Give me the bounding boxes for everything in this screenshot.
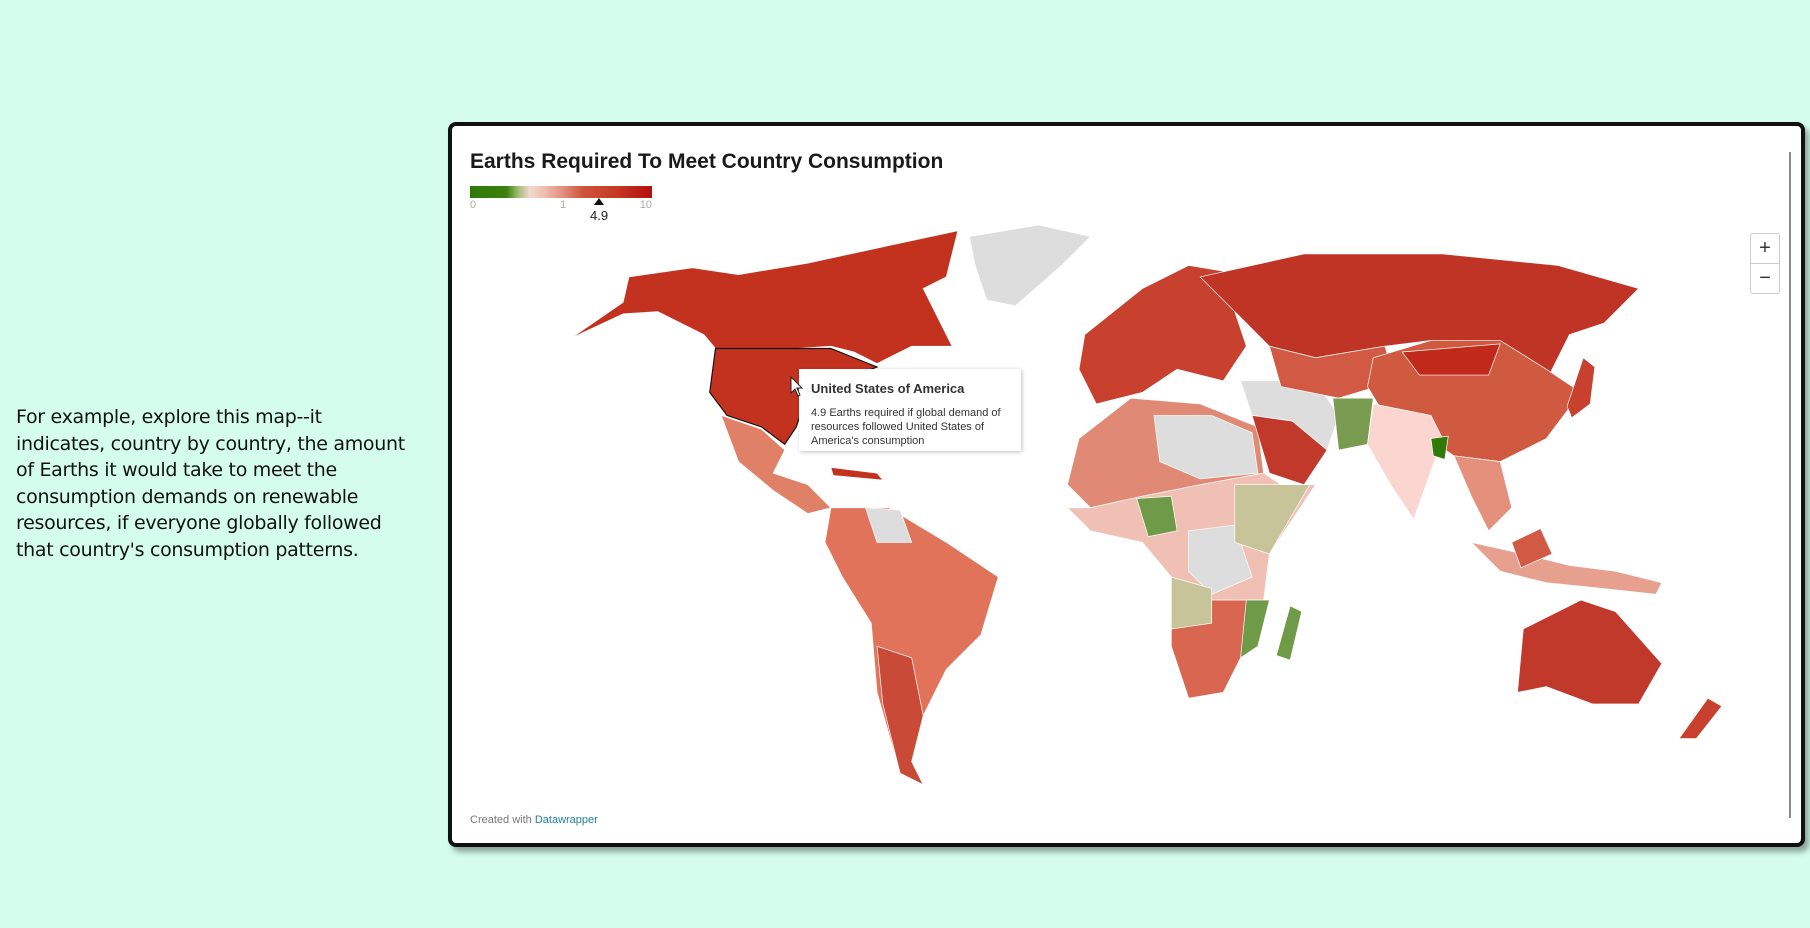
tooltip-body: 4.9 Earths required if global demand of … (811, 407, 1001, 447)
region-caribbean[interactable] (830, 466, 884, 481)
world-map[interactable] (452, 126, 1801, 843)
region-mozambique[interactable] (1240, 599, 1270, 659)
region-greenland[interactable] (968, 224, 1092, 307)
region-canada[interactable] (571, 230, 959, 364)
region-india[interactable] (1367, 403, 1443, 521)
chart-title: Earths Required To Meet Country Consumpt… (470, 150, 944, 173)
legend-highlight-value: 4.9 (590, 208, 609, 223)
region-nigeria[interactable] (1136, 495, 1178, 538)
region-indonesia[interactable] (1470, 541, 1663, 595)
mouse-cursor-icon (790, 376, 804, 397)
zoom-controls: + − (1750, 233, 1780, 294)
legend-marker-icon (594, 198, 604, 205)
region-central-america[interactable] (720, 414, 832, 514)
footer-credit: Created with Datawrapper (470, 814, 598, 826)
region-japan[interactable] (1566, 357, 1596, 419)
region-sahara[interactable] (1153, 415, 1259, 480)
zoom-out-button[interactable]: − (1751, 263, 1779, 293)
legend-min-label: 0 (470, 199, 477, 211)
footer-prefix: Created with (470, 814, 532, 826)
region-europe[interactable] (1078, 265, 1247, 405)
legend-max-label: 10 (639, 199, 652, 211)
tooltip-title: United States of America (811, 381, 965, 396)
region-borneo[interactable] (1511, 528, 1553, 569)
region-east-africa[interactable] (1234, 484, 1311, 555)
region-southern-cone[interactable] (876, 645, 924, 786)
legend-mid-label: 1 (560, 199, 567, 211)
region-new-zealand[interactable] (1678, 697, 1723, 739)
region-bangladesh[interactable] (1430, 435, 1449, 460)
legend-gradient-bar (470, 186, 652, 198)
region-southeast-asia[interactable] (1453, 455, 1513, 532)
color-legend: 0 1 10 4.9 (470, 186, 652, 223)
datawrapper-link[interactable]: Datawrapper (534, 814, 598, 826)
region-australia[interactable] (1517, 599, 1663, 705)
map-card: Earths Required To Meet Country Consumpt… (448, 122, 1805, 847)
scrollbar[interactable] (1789, 152, 1791, 818)
region-angola-zambia[interactable] (1170, 576, 1213, 630)
map-tooltip: United States of America 4.9 Earths requ… (799, 369, 1021, 451)
region-pakistan[interactable] (1332, 397, 1374, 451)
region-venezuela-area[interactable] (865, 507, 913, 543)
region-madagascar[interactable] (1275, 605, 1303, 661)
zoom-in-button[interactable]: + (1759, 237, 1771, 259)
region-saudi-arabia[interactable] (1251, 415, 1328, 486)
region-mongolia[interactable] (1401, 343, 1501, 376)
intro-paragraph: For example, explore this map--it indica… (16, 406, 405, 561)
